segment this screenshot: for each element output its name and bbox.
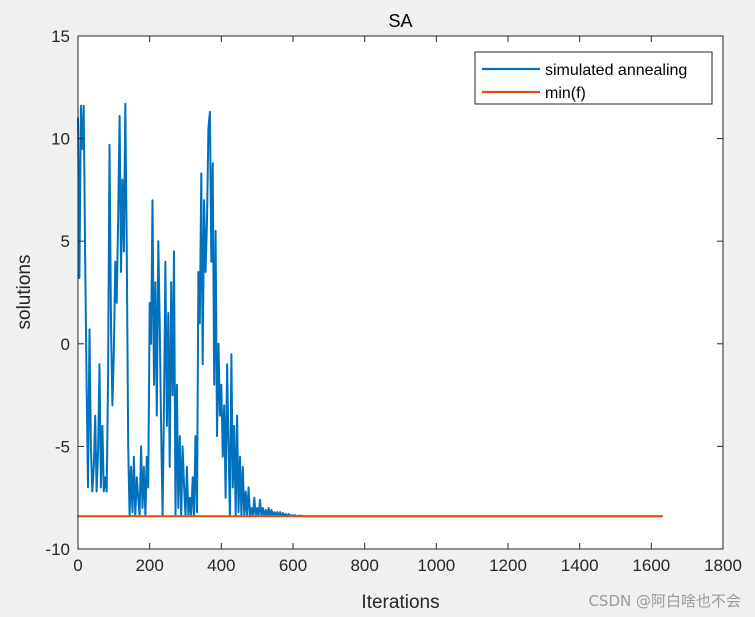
ticks-layer	[77, 35, 724, 550]
x-tick-label: 400	[207, 556, 235, 575]
x-tick-label: 1800	[704, 556, 742, 575]
y-tick-label: 15	[51, 27, 70, 46]
watermark: CSDN @阿白啥也不会	[588, 592, 741, 610]
x-tick-label: 800	[350, 556, 378, 575]
y-tick-label: 5	[61, 232, 70, 251]
y-tick-label: 10	[51, 130, 70, 149]
x-tick-label: 1400	[561, 556, 599, 575]
x-tick-label: 1000	[417, 556, 455, 575]
x-tick-label: 200	[135, 556, 163, 575]
y-tick-label: -10	[45, 540, 70, 559]
legend-label-min-f: min(f)	[545, 85, 586, 102]
axes-box	[77, 35, 724, 550]
legend-box	[474, 51, 713, 105]
y-tick-label: 0	[61, 335, 70, 354]
x-tick-label: 0	[73, 556, 82, 575]
y-tick-label: -5	[55, 437, 70, 456]
x-tick-label: 1600	[632, 556, 670, 575]
legend-label-simulated-annealing: simulated annealing	[545, 62, 687, 79]
series-layer	[77, 102, 664, 518]
x-tick-label: 1200	[489, 556, 527, 575]
chart-title: SA	[388, 11, 412, 31]
x-tick-label: 600	[279, 556, 307, 575]
y-axis-label: solutions	[14, 255, 35, 330]
legend: simulated annealing min(f)	[474, 51, 713, 105]
x-axis-label: Iterations	[361, 592, 439, 613]
tick-labels: 0 200 400 600 800 1000 1200 1400 1600 1800 -10 -5 0 5…	[45, 27, 741, 575]
axes-background	[78, 36, 723, 549]
